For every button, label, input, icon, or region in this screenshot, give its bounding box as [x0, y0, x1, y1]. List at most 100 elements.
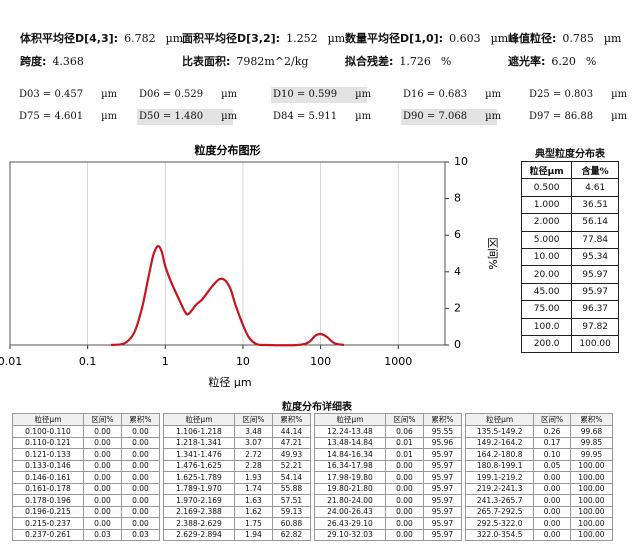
table-row: 21.80-24.00 0.00 95.97	[314, 494, 463, 507]
table-cell: 0.00	[82, 436, 122, 449]
table-row: 0.121-0.133 0.00 0.00	[12, 448, 161, 461]
table-cell: 0.03	[120, 528, 161, 541]
header-value: 6.20	[551, 55, 576, 68]
percentile-text: D97 = 86.88	[529, 111, 594, 122]
table-row: 180.8-199.1 0.05 100.00	[464, 459, 614, 472]
table-cell: 1.62	[233, 505, 273, 518]
table-cell: 75.00	[520, 300, 573, 319]
table-cell: 322.0-354.5	[464, 528, 535, 541]
table-cell: 2.28	[233, 459, 273, 472]
table-row: 0.196-0.215 0.00 0.00	[12, 505, 161, 518]
table-cell: 0.03	[82, 528, 122, 541]
table-cell: 0.00	[533, 494, 571, 507]
percentile-text: D03 = 0.457	[19, 89, 84, 100]
table-cell: 14.84-16.34	[314, 448, 386, 461]
table-cell: 0.00	[384, 482, 424, 495]
table-header-row: 粒径µm 含量%	[520, 160, 619, 180]
table-cell: 56.14	[571, 213, 619, 232]
table-cell: 0.00	[384, 459, 424, 472]
table-header-row: 粒径µm 区间% 累积%	[12, 413, 161, 426]
table-cell: 20.00	[520, 265, 573, 284]
table-row: 199.1-219.2 0.00 100.00	[464, 471, 614, 484]
table-row: 1.000 36.51	[520, 195, 619, 215]
table-cell: 0.00	[82, 494, 122, 507]
table-cell: 29.10-32.03	[314, 528, 386, 541]
table-cell: 2.000	[520, 213, 573, 232]
table-cell: 0.00	[82, 471, 122, 484]
header-item: 峰值粒径: 0.785 µm	[508, 30, 622, 46]
table-cell: 100.00	[569, 517, 614, 530]
plot-frame	[9, 161, 446, 346]
table-cell: 100.00	[569, 494, 614, 507]
table-cell: 241.3-265.7	[464, 494, 535, 507]
table-cell: 0.00	[82, 505, 122, 518]
table-cell: 292.5-322.0	[464, 517, 535, 530]
percentile: D75 = 4.601 µm	[17, 109, 117, 125]
detail-table: 粒径µm 区间% 累积% 135.5-149.2 0.26 99.68 149.2-164.…	[464, 413, 614, 541]
table-cell: 95.97	[422, 482, 463, 495]
table-row: 219.2-241.3 0.00 100.00	[464, 482, 614, 495]
table-cell: 96.37	[571, 300, 619, 319]
table-cell: 265.7-292.5	[464, 505, 535, 518]
chart: 粒度分布图形 0.01 0.1 1 10 100 1000 0 2 4 6 8 10 粒径 µm 区间%	[0, 143, 499, 389]
table-cell: 57.51	[271, 494, 312, 507]
table-row: 0.146-0.161 0.00 0.00	[12, 471, 161, 484]
table-row: 10.00 95.34	[520, 247, 619, 267]
table-row: 0.133-0.146 0.00 0.00	[12, 459, 161, 472]
table-row: 100.0 97.82	[520, 317, 619, 336]
table-row: 0.110-0.121 0.00 0.00	[12, 436, 161, 449]
table-cell: 95.34	[571, 247, 619, 267]
table-row: 164.2-180.8 0.10 99.95	[464, 448, 614, 461]
header-label: 峰值粒径:	[508, 32, 557, 45]
percentile-text: D10 = 0.599	[273, 89, 338, 100]
column-header: 区间%	[82, 413, 122, 426]
table-row: 0.237-0.261 0.03 0.03	[12, 528, 161, 541]
table-cell: 1.63	[233, 494, 273, 507]
percentile-text: D06 = 0.529	[139, 89, 204, 100]
table-cell: 95.97	[571, 265, 619, 284]
table-cell: 219.2-241.3	[464, 482, 535, 495]
percentile-unit: µm	[611, 89, 628, 100]
header-label: 面积平均径D[3,2]:	[182, 32, 281, 45]
table-row: 19.80-21.80 0.00 95.97	[314, 482, 463, 495]
table-row: 1.341-1.476 2.72 49.93	[163, 448, 312, 461]
table-cell: 200.0	[520, 334, 573, 354]
header-unit: µm	[165, 32, 184, 45]
table-cell: 16.34-17.98	[314, 459, 386, 472]
table-cell: 60.88	[271, 517, 312, 530]
table-row: 1.476-1.625 2.28 52.21	[163, 459, 312, 472]
table-row: 75.00 96.37	[520, 300, 619, 319]
header-item: 遮光率: 6.20%	[508, 53, 596, 69]
x-tick-label: 1	[162, 355, 169, 368]
header-value: 1.726	[399, 55, 431, 68]
table-cell: 0.00	[82, 482, 122, 495]
column-header: 累积%	[271, 413, 312, 426]
table-row: 200.0 100.00	[520, 334, 619, 354]
table-row: 1.106-1.218 3.48 44.14	[163, 425, 312, 438]
table-cell: 3.07	[233, 436, 273, 449]
table-cell: 36.51	[571, 195, 619, 215]
y-tick-label: 8	[454, 192, 461, 205]
table-cell: 0.10	[533, 448, 571, 461]
table-row: 12.24-13.48 0.06 95.55	[314, 425, 463, 438]
table-cell: 0.06	[384, 425, 424, 438]
header-unit: %	[585, 55, 597, 68]
percentile: D03 = 0.457 µm	[17, 87, 117, 103]
table-row: 2.629-2.894 1.94 62.82	[163, 528, 312, 541]
y-tick-label: 10	[454, 155, 468, 168]
table-row: 26.43-29.10 0.00 95.97	[314, 517, 463, 530]
column-header: 累积%	[422, 413, 463, 426]
percentile-unit: µm	[221, 89, 238, 100]
detail-table: 粒径µm 区间% 累积% 0.100-0.110 0.00 0.00 0.110-0.121…	[12, 413, 161, 541]
table-cell: 0.01	[384, 436, 424, 449]
table-cell: 62.82	[271, 528, 312, 541]
table-cell: 0.00	[82, 425, 122, 438]
column-header: 粒径µm	[12, 413, 84, 426]
table-cell: 95.97	[422, 459, 463, 472]
table-cell: 0.110-0.121	[12, 436, 84, 449]
table-cell: 0.215-0.237	[12, 517, 84, 530]
table-row: 2.388-2.629 1.75 60.88	[163, 517, 312, 530]
header-label: 数量平均径D[1,0]:	[345, 32, 444, 45]
table-cell: 95.97	[422, 494, 463, 507]
